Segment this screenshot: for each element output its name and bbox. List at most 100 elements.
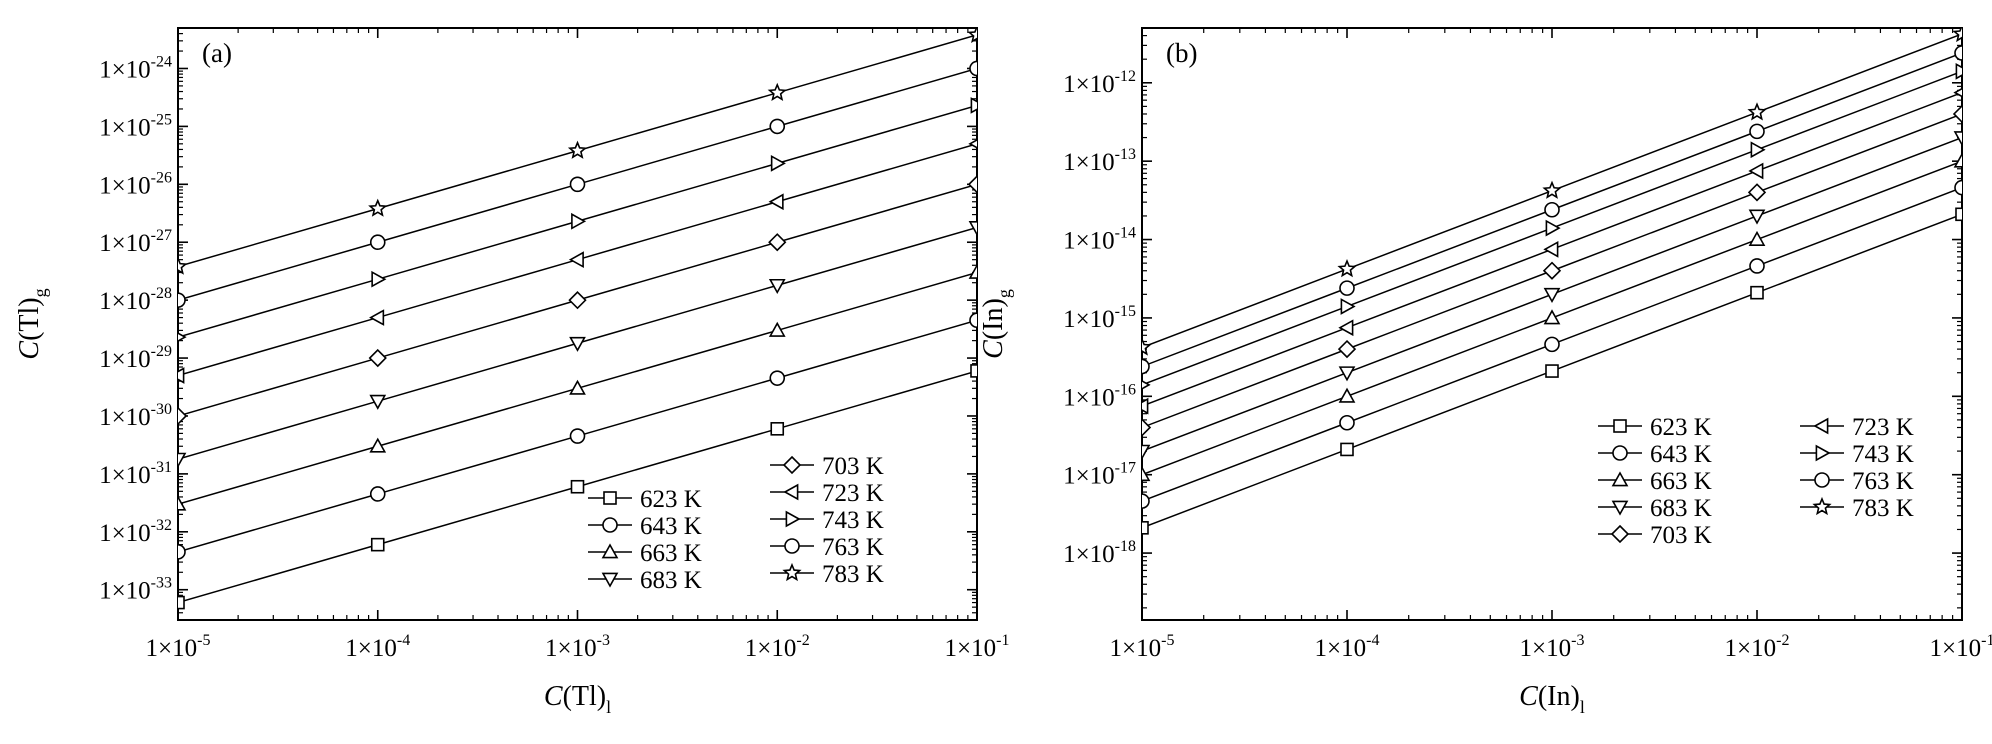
point-703k-3	[768, 233, 787, 252]
legend-marker-663k	[1611, 471, 1629, 487]
y-tick-label: 1×10-25	[99, 111, 172, 141]
point-703k-0	[1142, 418, 1152, 437]
legend-label-623k: 623 K	[1650, 414, 1712, 441]
y-axis-title: C(In)g	[978, 289, 1014, 359]
point-623k-2	[1545, 364, 1559, 378]
y-tick-label: 1×10-31	[99, 459, 172, 489]
point-643k-3	[769, 370, 786, 386]
point-763k-3	[1749, 123, 1765, 140]
point-623k-3	[770, 422, 785, 436]
point-643k-3	[1749, 258, 1765, 274]
point-763k-1	[369, 234, 386, 251]
point-783k-3	[767, 82, 787, 101]
point-663k-2	[1543, 309, 1561, 325]
point-643k-1	[369, 486, 386, 502]
point-743k-2	[1545, 219, 1561, 237]
point-743k-4	[970, 97, 977, 114]
y-tick-label: 1×10-12	[1063, 68, 1136, 98]
y-tick-label: 1×10-13	[1063, 146, 1136, 176]
point-743k-3	[770, 155, 786, 172]
point-783k-2	[1542, 180, 1562, 199]
legend-marker-703k	[782, 455, 802, 475]
legend-marker-743k	[785, 510, 801, 528]
y-tick-label: 1×10-33	[99, 575, 172, 605]
x-tick-label: 1×10-4	[1315, 632, 1380, 662]
y-axis-title: C(Tl)g	[14, 288, 50, 359]
x-tick-label: 1×10-2	[1725, 632, 1790, 662]
legend-label-743k: 743 K	[822, 507, 884, 534]
series-group	[1142, 28, 1962, 535]
y-tick-label: 1×10-30	[99, 401, 172, 431]
legend-marker-743k	[1815, 444, 1831, 462]
point-703k-4	[1952, 104, 1962, 124]
point-763k-4	[969, 60, 977, 77]
point-703k-1	[368, 348, 387, 368]
point-743k-1	[371, 270, 387, 288]
y-tick-label: 1×10-16	[1063, 381, 1136, 411]
point-663k-2	[569, 379, 586, 395]
point-623k-3	[1750, 285, 1764, 300]
point-683k-0	[178, 452, 187, 468]
y-tick-label: 1×10-28	[99, 285, 172, 315]
y-tick-label: 1×10-17	[1063, 460, 1136, 490]
point-683k-4	[1953, 131, 1962, 147]
y-tick-label: 1×10-27	[99, 227, 172, 257]
legend-label-683k: 683 K	[640, 567, 702, 594]
panel-a: 1×10-5 1×10-4 1×10-3 1×10-2 1×10-1 1×10-33 1×1…	[14, 27, 1009, 717]
point-663k-3	[1748, 230, 1766, 246]
legend-label-723k: 723 K	[1852, 414, 1914, 441]
point-723k-0	[1142, 397, 1149, 415]
legend-label-623k: 623 K	[640, 486, 702, 513]
legend-marker-623k	[603, 491, 617, 505]
legend-label-783k: 783 K	[822, 561, 884, 588]
legend-marker-723k	[1813, 417, 1829, 435]
legend-marker-703k	[1610, 524, 1630, 544]
point-703k-0	[178, 406, 188, 426]
point-623k-0	[178, 595, 185, 610]
point-643k-1	[1339, 414, 1355, 431]
point-663k-1	[1338, 387, 1356, 403]
legend-marker-643k	[1612, 445, 1628, 461]
point-763k-2	[569, 176, 586, 193]
point-743k-0	[178, 332, 187, 342]
point-643k-2	[569, 428, 586, 444]
y-tick-label: 1×10-14	[1063, 225, 1136, 255]
point-783k-1	[368, 198, 388, 217]
legend-label-683k: 683 K	[1650, 495, 1712, 522]
point-723k-4	[1953, 87, 1962, 98]
legend-marker-683k	[1611, 500, 1629, 516]
point-723k-1	[369, 309, 385, 326]
legend-label-663k: 663 K	[640, 540, 702, 567]
point-723k-2	[1543, 240, 1559, 258]
point-723k-4	[968, 139, 977, 149]
legend-marker-683k	[601, 572, 619, 588]
x-tick-label: 1×10-4	[345, 632, 410, 662]
y-tick-label: 1×10-15	[1063, 303, 1136, 333]
point-763k-0	[178, 292, 186, 308]
series-group	[178, 28, 977, 610]
x-tick-label: 1×10-5	[1110, 632, 1175, 662]
legend-marker-763k	[784, 538, 800, 554]
point-763k-3	[769, 118, 786, 135]
y-tick-label: 1×10-24	[99, 53, 172, 83]
legend-label-743k: 743 K	[1852, 441, 1914, 468]
point-663k-4	[968, 263, 977, 279]
legend-marker-783k	[1812, 496, 1832, 516]
legend-label-703k: 703 K	[1650, 522, 1712, 549]
point-763k-0	[1142, 358, 1150, 375]
point-703k-1	[1337, 339, 1357, 359]
point-743k-0	[1142, 380, 1151, 390]
point-763k-2	[1544, 201, 1560, 218]
point-663k-1	[369, 437, 387, 453]
point-723k-3	[1748, 162, 1764, 180]
point-623k-0	[1142, 521, 1149, 535]
legend-label-763k: 763 K	[1852, 468, 1914, 495]
x-axis-title: C(In)l	[1519, 681, 1585, 717]
x-tick-label: 1×10-3	[545, 632, 610, 662]
y-tick-label: 1×10-32	[99, 517, 172, 547]
point-783k-0	[178, 256, 188, 275]
legend-marker-763k	[1814, 472, 1830, 488]
point-703k-2	[1542, 261, 1562, 280]
legend-marker-623k	[1613, 419, 1627, 433]
point-783k-1	[1337, 258, 1357, 278]
